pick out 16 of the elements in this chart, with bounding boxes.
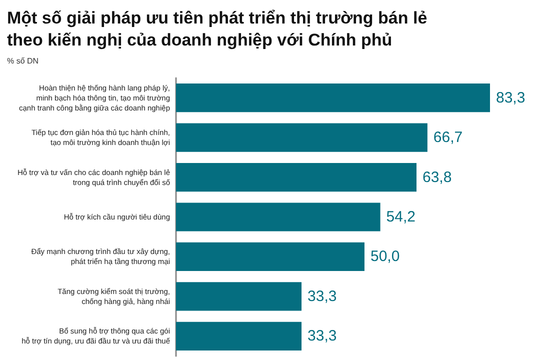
text: % số DN xyxy=(7,56,39,66)
bar xyxy=(176,282,302,311)
data-label: 83,3 xyxy=(496,89,526,106)
bar xyxy=(176,322,302,350)
data-label: 33,3 xyxy=(308,328,337,345)
bar xyxy=(176,202,380,232)
bar xyxy=(176,84,490,112)
chart-title: Một số giải pháp ưu tiên phát triển thị trường bán lẻ theo kiến nghị của doanh nghiệp với Chính phủ xyxy=(7,8,428,50)
data-label: 54,2 xyxy=(386,208,416,226)
data-label: 63,8 xyxy=(422,168,452,186)
bar xyxy=(176,162,416,192)
data-label: 66,7 xyxy=(433,129,463,146)
data-label: 33,3 xyxy=(308,288,337,305)
bar xyxy=(176,123,428,152)
bar xyxy=(176,242,364,272)
data-label: 50,0 xyxy=(370,248,400,266)
